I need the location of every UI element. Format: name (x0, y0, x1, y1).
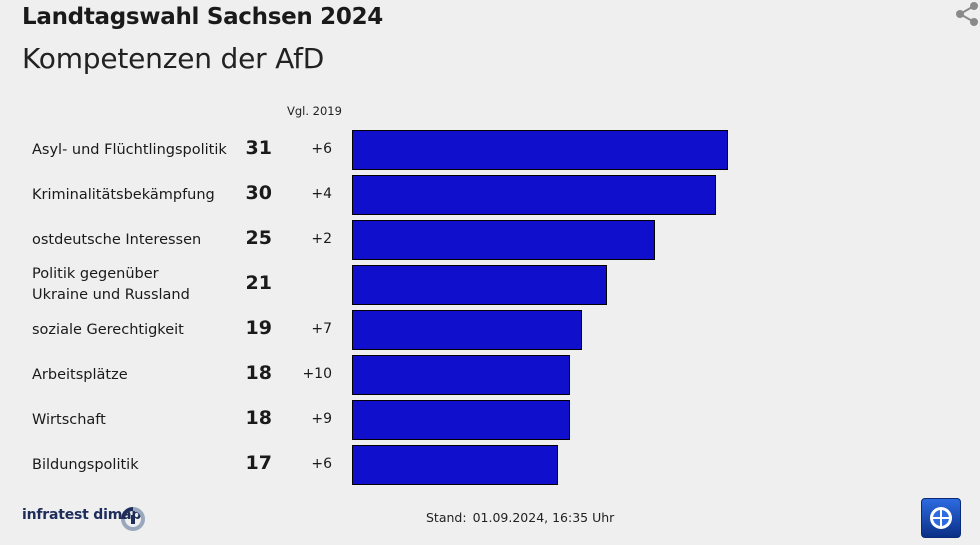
category-label: Wirtschaft (32, 411, 106, 428)
bar[interactable] (352, 445, 558, 485)
category-label: Politik gegenüber Ukraine und Russland (32, 266, 190, 303)
change-label: +10 (302, 366, 332, 382)
bar-row: ostdeutsche Interessen 25 +2 (0, 220, 980, 260)
category-label: ostdeutsche Interessen (32, 231, 202, 248)
chart-subtitle: Kompetenzen der AfD (22, 42, 325, 75)
category-label: Bildungspolitik (32, 456, 139, 473)
bar[interactable] (352, 310, 582, 350)
bar-row: soziale Gerechtigkeit 19 +7 (0, 310, 980, 350)
stand-label: Stand: (426, 510, 467, 525)
change-label: +4 (311, 186, 332, 202)
change-label: +9 (311, 411, 332, 427)
share-icon[interactable] (954, 0, 980, 26)
timestamp: Stand: 01.09.2024, 16:35 Uhr (426, 510, 614, 525)
change-label: +6 (311, 141, 332, 157)
bar-row: Politik gegenüber Ukraine und Russland 21 (0, 265, 980, 305)
bar[interactable] (352, 220, 655, 260)
change-label: +2 (311, 231, 332, 247)
category-label: Kriminalitätsbekämpfung (32, 186, 215, 203)
category-label: soziale Gerechtigkeit (32, 321, 184, 338)
chart-title: Landtagswahl Sachsen 2024 (22, 4, 383, 30)
value-label: 17 (245, 452, 272, 474)
source-label: infratest dimap (22, 507, 142, 523)
stand-value: 01.09.2024, 16:35 Uhr (472, 510, 615, 525)
tagesschau-app-icon[interactable] (921, 498, 961, 538)
category-label: Asyl- und Flüchtlingspolitik (32, 141, 227, 158)
category-label: Arbeitsplätze (32, 366, 128, 383)
bar-row: Bildungspolitik 17 +6 (0, 445, 980, 485)
change-label: +7 (311, 321, 332, 337)
bar[interactable] (352, 130, 728, 170)
value-label: 21 (245, 272, 272, 294)
value-label: 18 (245, 407, 272, 429)
value-label: 30 (245, 182, 272, 204)
bar-row: Wirtschaft 18 +9 (0, 400, 980, 440)
bar[interactable] (352, 355, 570, 395)
bar[interactable] (352, 400, 570, 440)
bar[interactable] (352, 175, 716, 215)
value-label: 31 (245, 137, 272, 159)
change-label: +6 (311, 456, 332, 472)
bar-row: Asyl- und Flüchtlingspolitik 31 +6 (0, 130, 980, 170)
value-label: 25 (245, 227, 272, 249)
bar-row: Arbeitsplätze 18 +10 (0, 355, 980, 395)
infratest-logo-icon (121, 507, 145, 531)
value-label: 19 (245, 317, 272, 339)
bar-row: Kriminalitätsbekämpfung 30 +4 (0, 175, 980, 215)
bar[interactable] (352, 265, 607, 305)
value-label: 18 (245, 362, 272, 384)
comparison-header: Vgl. 2019 (287, 104, 342, 118)
